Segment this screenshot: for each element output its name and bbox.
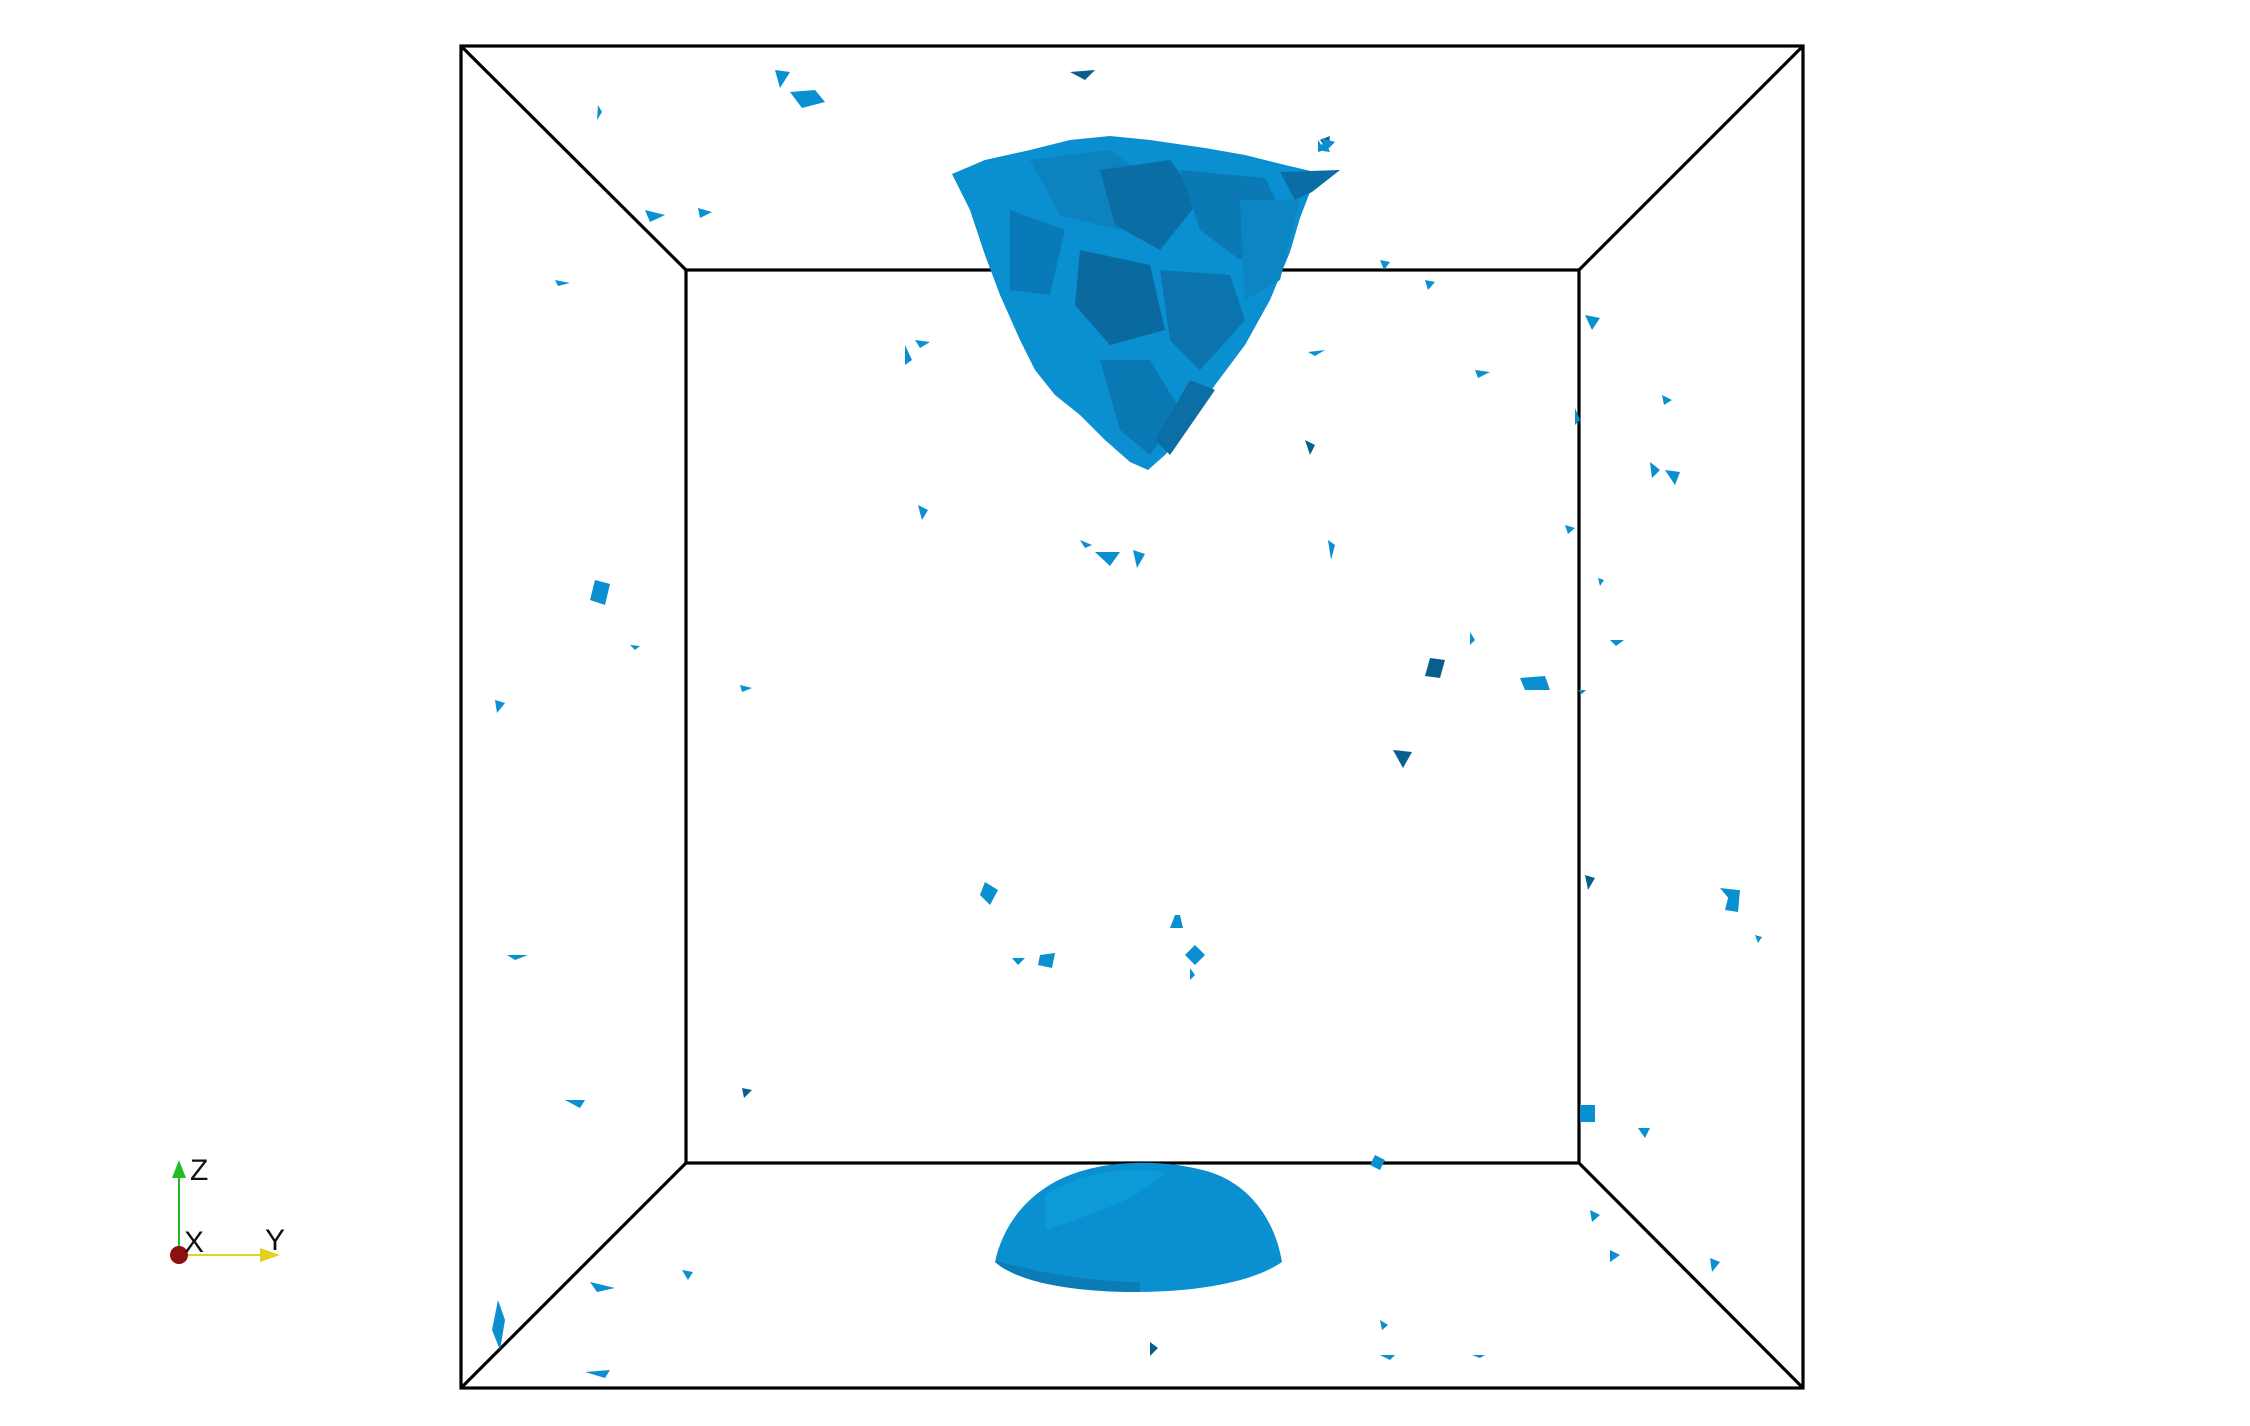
- fragment: [630, 645, 640, 650]
- fragment: [1755, 935, 1762, 943]
- fragment: [1638, 1128, 1650, 1138]
- fragment: [790, 90, 825, 108]
- fragment: [585, 1370, 610, 1378]
- fragment: [905, 345, 912, 365]
- y-axis-arrow-icon: [260, 1248, 280, 1262]
- fragment: [682, 1270, 693, 1280]
- fragment: [1425, 658, 1445, 678]
- fragment: [1095, 552, 1120, 566]
- top-blob-facet: [1280, 170, 1340, 200]
- isosurface-fragments: [492, 70, 1762, 1378]
- fragment: [918, 505, 928, 520]
- fragment: [1070, 70, 1095, 80]
- fragment: [1578, 690, 1586, 694]
- fragment: [1610, 1250, 1620, 1262]
- box-outer-face: [459, 44, 1805, 1390]
- fragment: [1520, 676, 1550, 690]
- orientation-axes-widget: Z X Y: [170, 1154, 285, 1264]
- fragment: [1305, 440, 1315, 455]
- fragment: [1393, 750, 1412, 768]
- fragment: [980, 882, 998, 905]
- isosurface-bottom-dome: [995, 1162, 1282, 1292]
- fragment: [590, 1282, 615, 1292]
- top-blob-facet: [1160, 270, 1245, 370]
- fragment: [1038, 953, 1055, 968]
- fragment: [740, 685, 752, 692]
- fragment: [1575, 408, 1580, 425]
- fragment: [1185, 945, 1205, 965]
- fragment: [1585, 875, 1595, 890]
- dome-facet: [995, 1262, 1140, 1292]
- fragment: [742, 1088, 752, 1098]
- fragment: [565, 1100, 585, 1108]
- fragment: [775, 70, 790, 88]
- z-axis-label: Z: [190, 1154, 208, 1187]
- top-blob-facet: [1075, 250, 1165, 345]
- fragment: [1012, 958, 1025, 965]
- fragment: [1380, 1320, 1388, 1330]
- fragment: [1598, 578, 1604, 586]
- top-blob-facet: [1240, 200, 1300, 300]
- isosurface-top-blob: [952, 136, 1340, 470]
- box-edge-top-left: [459, 44, 688, 272]
- fragment: [1475, 370, 1490, 378]
- dome-facet: [1045, 1169, 1165, 1230]
- fragment: [1322, 138, 1335, 152]
- fragment: [1470, 632, 1475, 645]
- fragment: [1565, 525, 1575, 534]
- top-blob-facet: [1100, 160, 1200, 250]
- fragment: [1190, 968, 1195, 980]
- fragment: [1650, 462, 1660, 478]
- fragment: [698, 208, 712, 218]
- fragment: [507, 955, 528, 960]
- fragment: [1318, 140, 1325, 152]
- fragment: [1308, 350, 1325, 356]
- box-edge-bottom-left: [459, 1161, 688, 1390]
- fragment: [1472, 1355, 1485, 1358]
- top-blob-facet: [1010, 210, 1065, 295]
- top-blob-facet: [1100, 360, 1180, 455]
- fragment: [597, 105, 602, 120]
- fragment: [555, 280, 570, 286]
- box-edge-top-right: [1577, 44, 1805, 272]
- fragment: [1585, 315, 1600, 330]
- fragment: [1150, 1342, 1158, 1356]
- x-axis-label: X: [184, 1226, 204, 1259]
- fragment: [1580, 1105, 1595, 1122]
- fragment: [645, 210, 665, 222]
- fragment: [915, 340, 930, 348]
- top-blob-facet: [1155, 380, 1215, 455]
- fragment: [1380, 1355, 1395, 1360]
- fragment: [1380, 260, 1390, 270]
- fragment: [1133, 550, 1145, 568]
- fragment: [1710, 1258, 1720, 1272]
- y-axis-label: Y: [265, 1224, 285, 1257]
- fragment: [1170, 915, 1183, 928]
- fragment: [1610, 640, 1624, 646]
- fragment: [1590, 1210, 1600, 1222]
- box-edge-bottom-right: [1577, 1161, 1805, 1390]
- fragment: [1425, 280, 1435, 290]
- fragment: [1720, 888, 1738, 900]
- fragment: [1080, 540, 1092, 548]
- fragment: [1665, 470, 1680, 485]
- fragment: [1370, 1155, 1385, 1170]
- fragment: [590, 580, 610, 605]
- fragment: [495, 700, 505, 713]
- fragment: [1328, 540, 1335, 560]
- fragment: [1662, 395, 1672, 405]
- fragment: [492, 1300, 505, 1350]
- x-axis-marker-icon: [170, 1246, 188, 1264]
- z-axis-arrow-icon: [172, 1160, 186, 1178]
